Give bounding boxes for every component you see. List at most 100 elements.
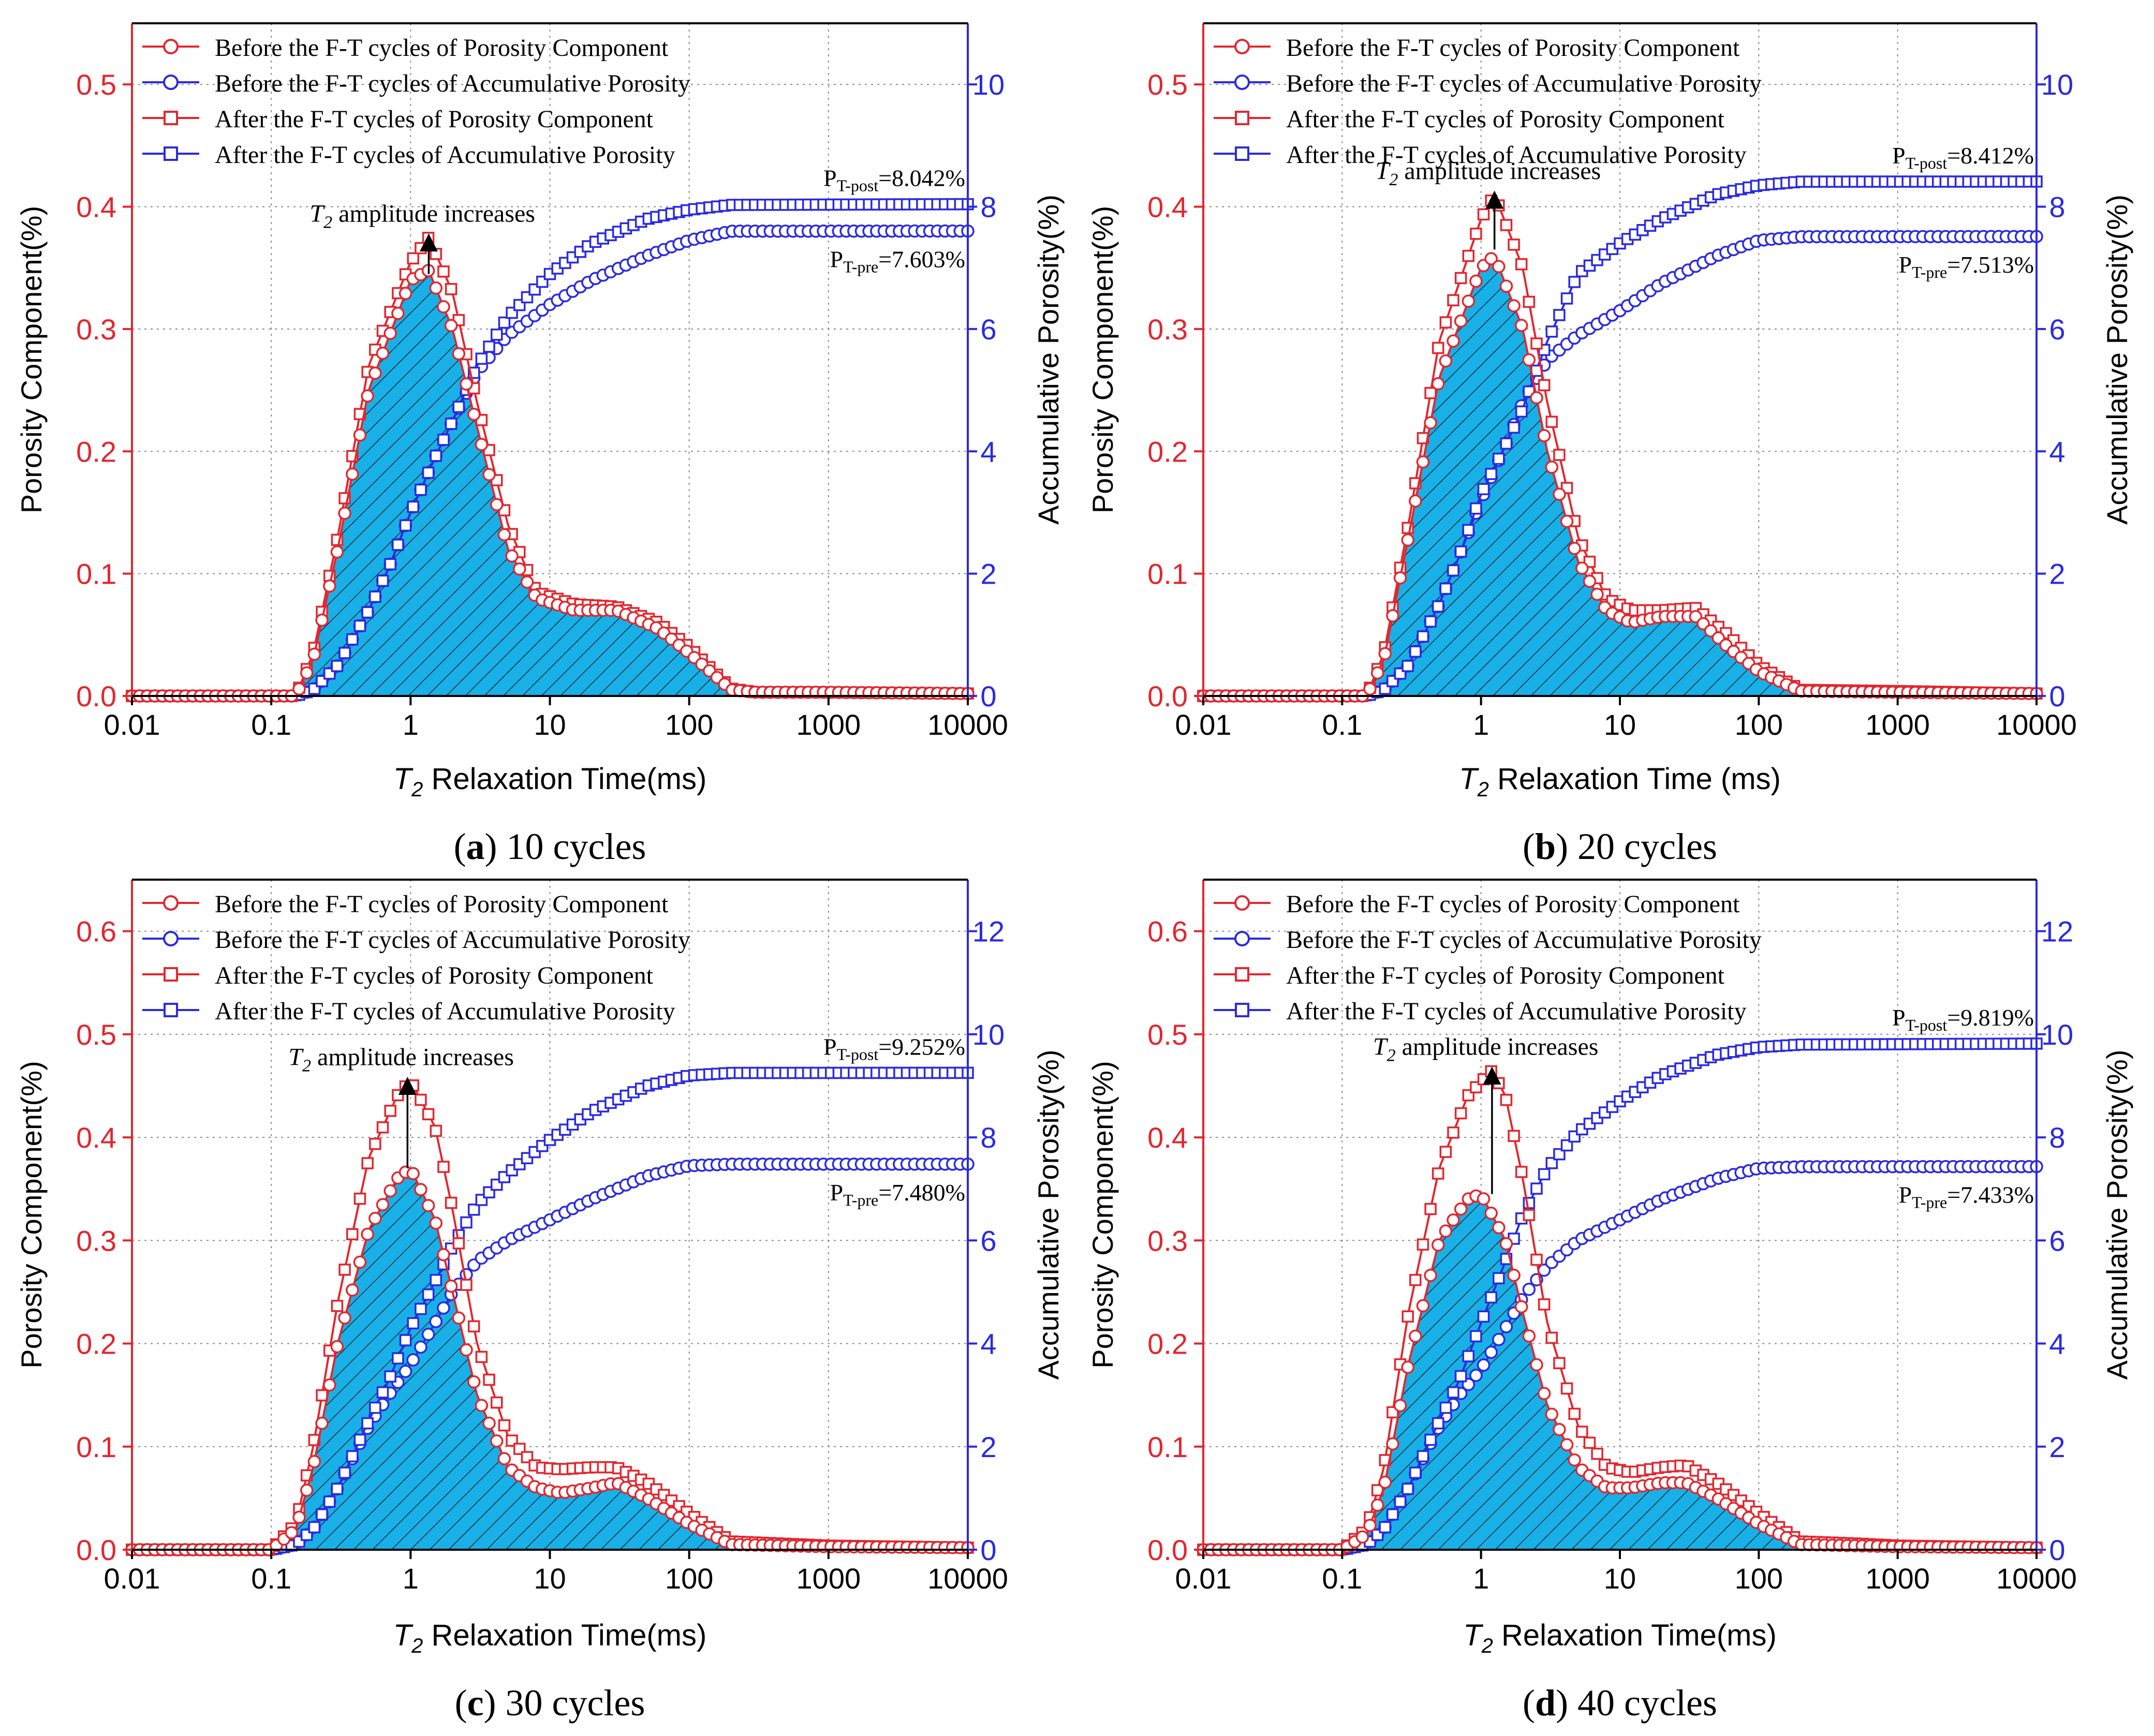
x-axis-label: T2 Relaxation Time(ms) xyxy=(393,1619,707,1657)
y-left-tick-label: 0.5 xyxy=(76,68,116,101)
after-component-point xyxy=(1545,416,1558,428)
legend-label: After the F-T cycles of Accumulative Por… xyxy=(1286,998,1747,1025)
after-cumulative-point xyxy=(460,1216,473,1229)
after-component-point xyxy=(445,283,458,295)
after-component-point xyxy=(452,1237,465,1250)
before-component-point xyxy=(1484,1206,1498,1220)
before-component-point xyxy=(1386,1437,1399,1451)
after-cumulative-point xyxy=(1470,502,1482,515)
after-component-point xyxy=(437,265,450,278)
amplitude-annotation: T2 amplitude increases xyxy=(1376,157,1601,189)
after-component-point xyxy=(422,231,435,244)
after-cumulative-point xyxy=(1470,1330,1482,1343)
before-component-point xyxy=(482,1416,496,1430)
after-component-point xyxy=(1576,1426,1588,1438)
y-right-tick-label: 0 xyxy=(980,1534,996,1566)
after-component-point xyxy=(407,252,419,265)
x-tick-label: 100 xyxy=(1735,1562,1783,1595)
before-component-point xyxy=(1469,274,1483,288)
y-left-tick-label: 0.4 xyxy=(76,1121,116,1154)
x-tick-label: 10 xyxy=(1604,1562,1636,1595)
after-cumulative-point xyxy=(498,316,511,329)
y-right-tick-label: 2 xyxy=(2049,1431,2065,1463)
before-component-point xyxy=(1575,561,1589,575)
y-left-axis-label: Porosity Component(%) xyxy=(1086,1061,1119,1368)
before-component-point xyxy=(1416,455,1430,469)
legend-marker xyxy=(164,967,178,982)
y-right-tick-label: 2 xyxy=(2049,558,2065,590)
after-cumulative-point xyxy=(308,1521,321,1534)
x-tick-label: 0.1 xyxy=(1322,1562,1362,1595)
before-component-point xyxy=(391,306,405,320)
after-cumulative-point xyxy=(361,606,374,619)
after-cumulative-point xyxy=(1417,1450,1429,1463)
after-component-point xyxy=(1485,1065,1497,1078)
after-cumulative-point xyxy=(1538,1168,1551,1181)
before-cumulative-point xyxy=(1469,1369,1483,1382)
x-tick-label: 1 xyxy=(1473,708,1489,741)
before-component-point xyxy=(376,346,390,360)
after-cumulative-point xyxy=(1530,1182,1543,1195)
after-component-point xyxy=(316,1389,328,1402)
before-component-point xyxy=(1484,252,1498,265)
after-cumulative-point xyxy=(1545,1157,1558,1169)
after-component-point xyxy=(369,1137,381,1150)
x-tick-label: 100 xyxy=(1735,708,1783,741)
y-right-tick-label: 10 xyxy=(972,68,1005,101)
y-left-tick-label: 0.2 xyxy=(1147,435,1188,468)
after-component-line xyxy=(1203,1071,2037,1551)
before-component-point xyxy=(467,408,481,421)
before-component-point xyxy=(1424,1269,1437,1282)
after-component-point xyxy=(1553,1357,1566,1370)
before-component-point xyxy=(1537,429,1551,442)
x-tick-label: 1 xyxy=(1473,1562,1489,1595)
y-right-tick-label: 8 xyxy=(980,191,996,224)
y-left-tick-label: 0.4 xyxy=(1147,191,1188,224)
y-right-tick-label: 0 xyxy=(2049,680,2065,713)
x-tick-label: 0.01 xyxy=(104,1562,160,1595)
before-component-point xyxy=(505,549,519,563)
after-cumulative-point xyxy=(1568,276,1581,288)
after-cumulative-point xyxy=(392,1352,404,1364)
after-cumulative-point xyxy=(490,328,503,341)
after-component-point xyxy=(1470,227,1482,240)
before-component-point xyxy=(1378,647,1392,661)
after-component-point xyxy=(1439,1146,1452,1158)
before-component-point xyxy=(1386,609,1399,622)
p-post-label: PT-post=9.252% xyxy=(823,1033,965,1063)
after-cumulative-point xyxy=(430,450,442,462)
before-cumulative-point xyxy=(1499,1320,1513,1333)
legend-label: Before the F-T cycles of Porosity Compon… xyxy=(1286,891,1740,918)
after-cumulative-point xyxy=(1545,325,1558,338)
before-component-point xyxy=(315,613,329,627)
y-left-tick-label: 0.2 xyxy=(1147,1328,1188,1360)
x-tick-label: 100 xyxy=(665,1562,713,1595)
before-component-fill xyxy=(132,1168,968,1550)
before-component-point xyxy=(346,1283,359,1297)
after-component-point xyxy=(1530,1253,1543,1266)
before-component-point xyxy=(414,1183,427,1196)
after-cumulative-point xyxy=(399,519,412,532)
panel-caption: (b) 20 cycles xyxy=(1523,826,1717,867)
x-tick-label: 10 xyxy=(1604,708,1636,741)
before-component-point xyxy=(338,1311,351,1325)
y-left-tick-label: 0.1 xyxy=(1147,1431,1188,1463)
after-cumulative-point xyxy=(392,539,404,551)
legend-label: After the F-T cycles of Porosity Compone… xyxy=(215,962,654,989)
after-cumulative-point xyxy=(331,1482,344,1495)
x-tick-label: 100 xyxy=(665,708,713,741)
before-component-point xyxy=(1568,542,1581,555)
before-component-point xyxy=(482,468,496,481)
before-component-point xyxy=(383,1184,397,1198)
after-cumulative-point xyxy=(1493,1272,1505,1285)
after-component-point xyxy=(1447,1126,1459,1139)
before-component-point xyxy=(1560,1438,1574,1451)
legend-marker xyxy=(163,895,179,911)
y-right-tick-label: 6 xyxy=(2049,1224,2065,1257)
before-component-point xyxy=(421,1199,435,1212)
after-component-point xyxy=(445,1196,458,1209)
before-component-point xyxy=(1439,354,1453,368)
after-cumulative-point xyxy=(369,590,381,603)
before-component-point xyxy=(1507,1268,1521,1282)
x-tick-label: 10 xyxy=(534,708,566,741)
